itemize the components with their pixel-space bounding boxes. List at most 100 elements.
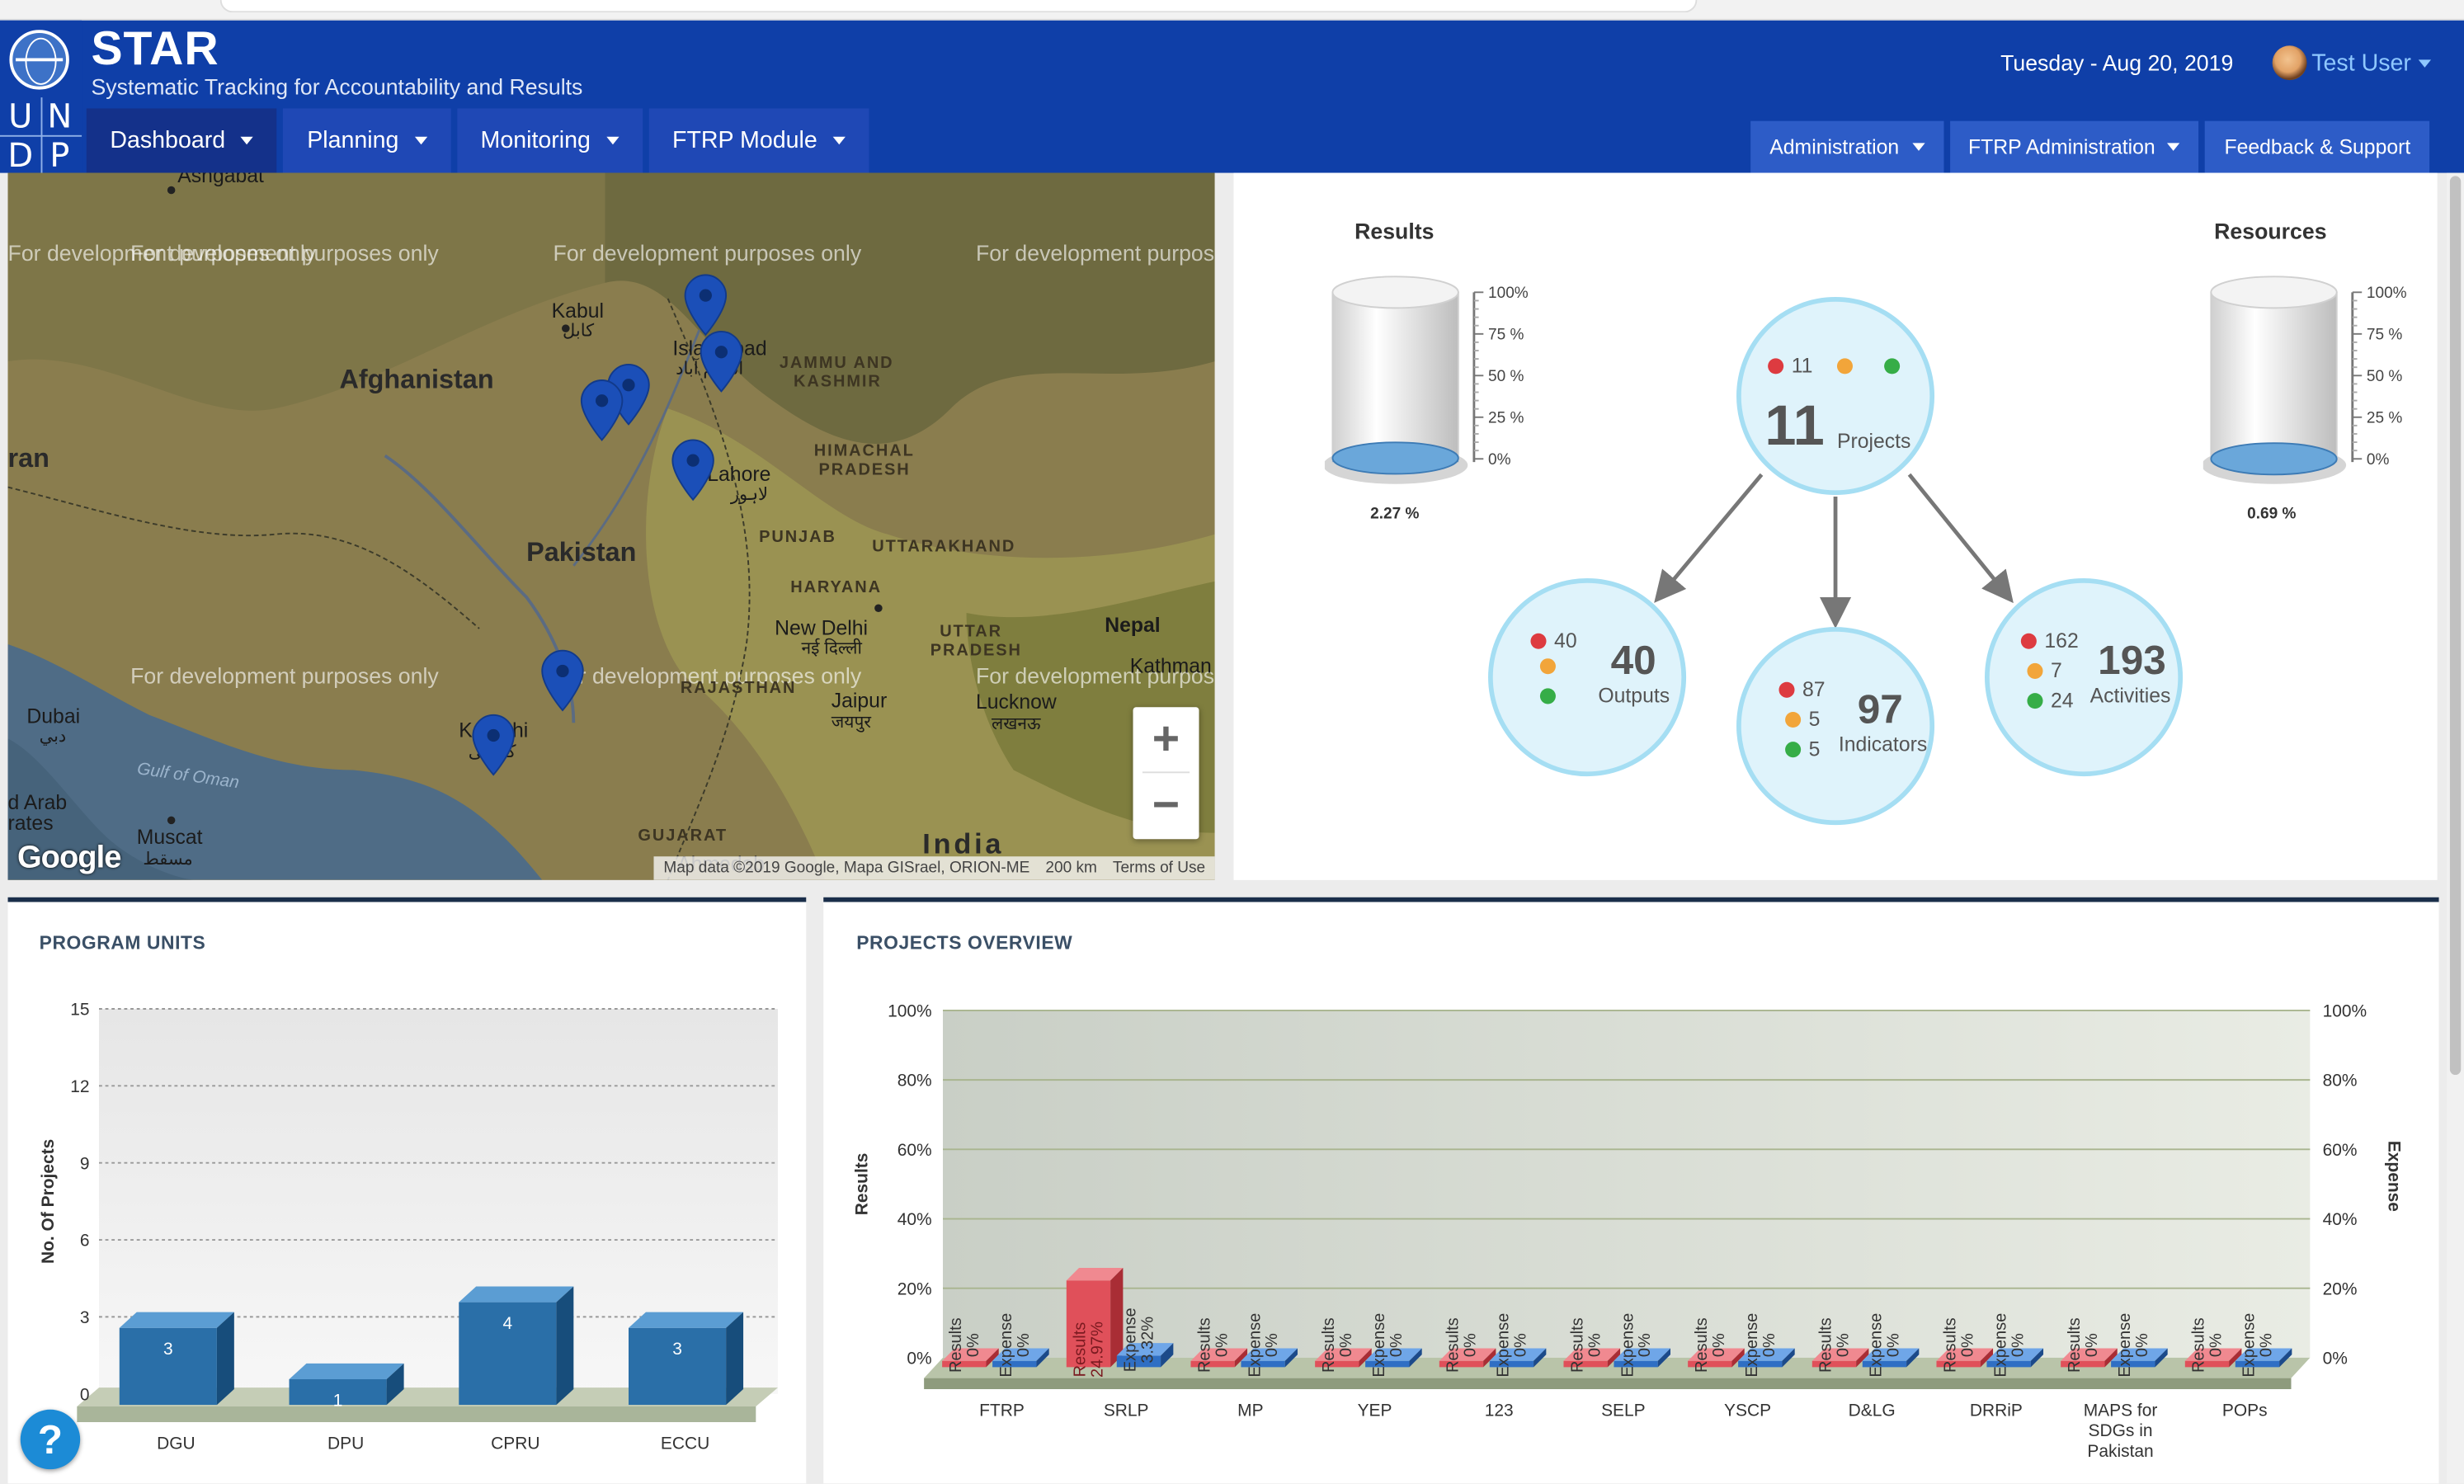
bar-value-label: 1 xyxy=(333,1391,343,1410)
chevron-down-icon xyxy=(2167,143,2181,151)
x-tick-label: DPU xyxy=(327,1434,364,1453)
map-country-label: Pakistan xyxy=(526,537,637,568)
map-watermark: For development purposes only xyxy=(7,240,317,266)
map-watermark: For development purposes only xyxy=(130,662,439,689)
bar-front xyxy=(1066,1280,1111,1368)
bar-top xyxy=(1489,1348,1547,1361)
x-tick-label: DRRiP xyxy=(1970,1401,2023,1420)
bar-front xyxy=(1738,1360,1783,1368)
bar-front xyxy=(1315,1360,1359,1368)
x-tick-label: MP xyxy=(1237,1401,1263,1420)
bar-side xyxy=(726,1312,744,1406)
zoom-in-button[interactable]: + xyxy=(1152,713,1180,766)
chevron-down-icon xyxy=(606,136,620,145)
user-menu[interactable]: Test User xyxy=(2272,45,2432,81)
nav-feedback-support[interactable]: Feedback & Support xyxy=(2205,120,2430,173)
projects-bubble[interactable]: 11 11 Projects xyxy=(1736,297,1935,496)
nav-dashboard[interactable]: Dashboard xyxy=(86,108,278,173)
map-region-label: RAJASTHAN xyxy=(680,678,797,698)
bar-front xyxy=(1936,1360,1981,1368)
x-tick-label: FTRP xyxy=(979,1401,1025,1420)
bar-front xyxy=(119,1327,217,1406)
app-brand[interactable]: STAR xyxy=(91,23,219,76)
bar-top xyxy=(289,1363,404,1379)
map-watermark: For development purposes only xyxy=(976,240,1215,266)
nav-administration[interactable]: Administration xyxy=(1750,120,1943,173)
x-tick-label: SELP xyxy=(1601,1401,1646,1420)
map-city-label: नई दिल्ली xyxy=(801,639,862,659)
resources-gauge-title: Resources xyxy=(2214,218,2327,244)
nav-planning[interactable]: Planning xyxy=(283,108,451,173)
status-orange-dot xyxy=(1835,357,1853,374)
nav-monitoring[interactable]: Monitoring xyxy=(456,108,643,173)
chevron-down-icon xyxy=(241,136,254,145)
bar-side xyxy=(1234,1348,1248,1368)
page-scrollbar[interactable] xyxy=(2447,172,2464,1484)
indicators-bubble[interactable]: 87 5 5 97 Indicators xyxy=(1736,627,1935,826)
projects-map[interactable]: For development purposes only For develo… xyxy=(7,172,1215,880)
expense-bar xyxy=(1986,1348,2044,1368)
expense-bar xyxy=(1738,1348,1795,1368)
bar-front xyxy=(1811,1360,1857,1368)
outputs-bubble[interactable]: 40 40 Outputs xyxy=(1488,578,1687,777)
x-tick-label: SDGs in xyxy=(2089,1421,2153,1440)
bar-value-label: Results24.97% xyxy=(1072,1321,1107,1378)
address-bar[interactable] xyxy=(219,0,1698,13)
outputs-count: 40 xyxy=(1610,636,1656,684)
y-axis-label: Results xyxy=(853,1153,872,1216)
google-logo[interactable]: Google xyxy=(16,841,121,876)
zoom-out-button[interactable]: − xyxy=(1152,779,1180,832)
map-city-label: کابل xyxy=(562,322,595,342)
bar-front xyxy=(1241,1360,1285,1368)
bar-front xyxy=(1489,1360,1534,1368)
undp-logo[interactable]: U N D P xyxy=(0,20,82,174)
map-country-label: ran xyxy=(7,443,49,473)
map-city-label: Jaipur xyxy=(831,688,888,712)
help-button[interactable]: ? xyxy=(20,1409,81,1470)
y2-tick-label: 40% xyxy=(2323,1210,2358,1229)
map-city-label: Kabul xyxy=(551,298,604,323)
y-tick-label: 9 xyxy=(80,1154,90,1173)
map-city-label: जयपुर xyxy=(831,713,871,733)
indicators-count: 97 xyxy=(1857,685,1903,733)
user-name: Test User xyxy=(2311,49,2411,77)
y-axis-label: No. Of Projects xyxy=(39,1139,58,1264)
map-scale[interactable]: 200 km xyxy=(1045,860,1097,877)
bar-front xyxy=(1862,1360,1907,1368)
activities-count: 193 xyxy=(2098,636,2166,684)
bar-side xyxy=(216,1312,234,1406)
bar-side xyxy=(2155,1348,2168,1368)
activities-bubble[interactable]: 162 7 24 193 Activities xyxy=(1985,578,2184,777)
bar-value-label: 3 xyxy=(163,1340,173,1359)
gauge-tick-label: 75 % xyxy=(1488,326,1524,343)
logo-letter: N xyxy=(47,97,73,135)
projects-red-count: 11 xyxy=(1791,353,1813,378)
map-city-label: Ashgabat xyxy=(177,172,264,187)
bar-side xyxy=(1110,1267,1124,1368)
bar-side xyxy=(2229,1348,2242,1368)
nav-ftrp-administration[interactable]: FTRP Administration xyxy=(1949,120,2199,173)
results-bar xyxy=(1811,1348,1869,1368)
bar-value-label: Results0% xyxy=(1568,1317,1604,1373)
bar-side xyxy=(1036,1348,1049,1368)
map-country-label: d Arab xyxy=(7,790,68,814)
terms-link[interactable]: Terms of Use xyxy=(1112,860,1206,877)
map-city-label: دبي xyxy=(39,728,67,747)
bar-value-label: Results0% xyxy=(2190,1317,2226,1373)
outputs-red-count: 40 xyxy=(1554,629,1577,652)
main-nav: Dashboard Planning Monitoring FTRP Modul… xyxy=(86,108,869,173)
bar-value-label: Expense0% xyxy=(1246,1313,1281,1378)
scrollbar-thumb[interactable] xyxy=(2449,176,2462,1076)
bar-front xyxy=(942,1360,987,1368)
map-country-label: Nepal xyxy=(1105,612,1161,637)
bar-value-label: Expense0% xyxy=(2116,1313,2151,1378)
status-orange-dot xyxy=(1539,658,1556,675)
map-region-label: UTTARAKHAND xyxy=(872,537,1016,557)
bar-value-label: Results0% xyxy=(1320,1317,1355,1373)
expense-bar xyxy=(1241,1348,1298,1368)
bar-value-label: Expense0% xyxy=(2240,1313,2276,1378)
bar-top xyxy=(2184,1348,2242,1361)
nav-ftrp-module[interactable]: FTRP Module xyxy=(648,108,869,173)
bar-value-label: Results0% xyxy=(1941,1317,1976,1373)
y-tick-label: 15 xyxy=(70,1001,89,1020)
